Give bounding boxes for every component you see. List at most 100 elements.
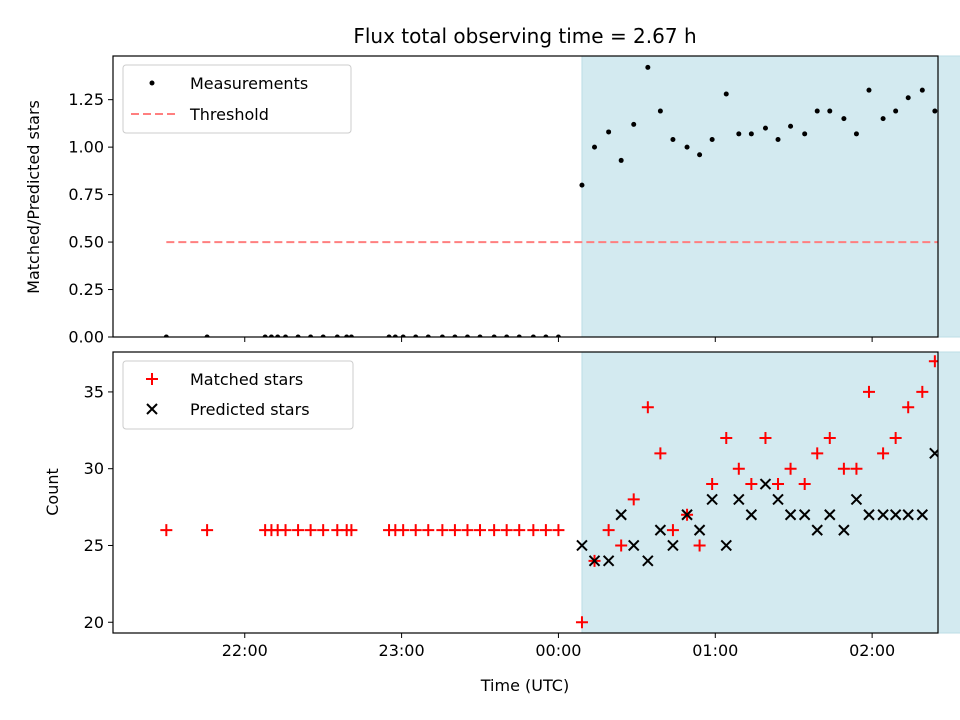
measurement-point: [268, 334, 274, 337]
matched-star-point: [916, 385, 929, 398]
measurement-point: [392, 334, 398, 337]
legend-measurements-label: Measurements: [190, 74, 308, 93]
predicted-star-point: [759, 478, 772, 490]
predicted-star-point: [667, 539, 679, 552]
measurement-point: [425, 334, 431, 337]
measurement-point: [344, 334, 350, 337]
predicted-star-point: [654, 524, 667, 536]
legend-matched-marker: [146, 373, 158, 385]
top-panel: Flux total observing time = 2.67 h Match…: [24, 24, 960, 347]
x-tick-label: 01:00: [692, 641, 738, 660]
matched-star-point: [345, 524, 358, 537]
predicted-star-point: [772, 493, 784, 506]
bottom-panel: Count Time (UTC) 20 25 30 35 22:00 23:00 00:00…: [43, 351, 960, 695]
matched-star-point: [823, 431, 836, 444]
measurement-point: [592, 144, 598, 150]
measurement-point: [516, 334, 522, 337]
measurement-point: [932, 108, 938, 114]
axes-frame: [112, 351, 939, 634]
matched-star-point: [474, 524, 487, 537]
legend-predicted-marker: [146, 403, 158, 415]
predicted-star-point: [929, 447, 938, 460]
measurement-point: [400, 334, 406, 337]
predicted-star-point: [811, 524, 823, 536]
matched-star-point: [798, 478, 811, 491]
matched-star-point: [397, 524, 410, 537]
measurement-point: [827, 108, 833, 114]
matched-star-point: [706, 478, 719, 491]
y-tick-label: 25: [84, 536, 104, 555]
y-tick-label: 0.25: [68, 280, 104, 299]
predicted-star-point: [642, 555, 654, 567]
top-y-axis-label: Matched/Predicted stars: [24, 100, 43, 294]
matched-star-point: [745, 478, 758, 491]
matched-star-point: [850, 462, 863, 475]
predicted-star-point: [588, 555, 601, 567]
measurement-point: [618, 157, 624, 163]
matched-star-point: [720, 431, 733, 444]
predicted-star-point: [628, 539, 640, 552]
measurement-point: [283, 334, 289, 337]
matched-star-point: [784, 462, 797, 475]
matched-star-point: [279, 524, 292, 537]
measurement-point: [905, 95, 911, 101]
measurement-point: [788, 123, 794, 129]
predicted-star-point: [889, 509, 902, 521]
predicted-star-point: [706, 493, 718, 506]
measurement-point: [320, 334, 326, 337]
matched-star-point: [627, 493, 640, 506]
measurement-point: [204, 334, 210, 337]
matched-star-point: [160, 524, 173, 537]
shaded-interval: [581, 55, 960, 338]
x-tick-label: 22:00: [222, 641, 268, 660]
measurement-point: [670, 137, 676, 143]
measurement-point: [723, 91, 729, 97]
matched-star-point: [877, 447, 890, 460]
top-legend: Measurements Threshold: [122, 64, 352, 134]
measurement-point: [543, 334, 549, 337]
bottom-legend-frame: [122, 360, 354, 430]
measurement-point: [736, 131, 742, 137]
matched-star-point: [615, 539, 628, 552]
matched-star-point: [292, 524, 305, 537]
measurement-point: [579, 182, 585, 188]
predicted-star-point: [824, 509, 836, 521]
matched-star-point: [732, 462, 745, 475]
predicted-star-point: [576, 539, 588, 552]
y-tick-label: 1.25: [68, 90, 104, 109]
x-tick-label: 02:00: [849, 641, 895, 660]
measurement-point: [866, 87, 872, 93]
y-tick-label: 0.75: [68, 185, 104, 204]
predicted-star-point: [720, 539, 732, 552]
y-tick-label: 0.50: [68, 233, 104, 252]
measurement-point: [295, 334, 301, 337]
predicted-star-point: [681, 509, 693, 521]
matched-star-point: [575, 616, 588, 629]
matched-star-point: [488, 524, 501, 537]
measurement-point: [530, 334, 536, 337]
y-tick-label: 30: [84, 459, 104, 478]
measurement-point: [775, 137, 781, 143]
axes-frame: [112, 55, 939, 338]
measurement-point: [748, 131, 754, 137]
y-tick-label: 1.00: [68, 138, 104, 157]
measurement-point: [645, 64, 651, 70]
measurement-point: [308, 334, 314, 337]
predicted-star-point: [798, 509, 811, 521]
matched-star-point: [837, 462, 850, 475]
matched-star-point: [513, 524, 526, 537]
matched-star-point: [811, 447, 824, 460]
predicted-star-point: [916, 509, 929, 521]
legend-predicted-label: Predicted stars: [190, 400, 310, 419]
predicted-star-point: [733, 493, 745, 506]
predicted-star-point: [877, 509, 889, 521]
measurement-point: [853, 131, 859, 137]
measurement-point: [163, 334, 169, 337]
y-tick-label: 20: [84, 613, 104, 632]
measurement-point: [464, 334, 470, 337]
measurement-point: [439, 334, 445, 337]
measurement-point: [919, 87, 925, 93]
predicted-star-point: [745, 509, 758, 521]
matched-star-point: [552, 524, 565, 537]
